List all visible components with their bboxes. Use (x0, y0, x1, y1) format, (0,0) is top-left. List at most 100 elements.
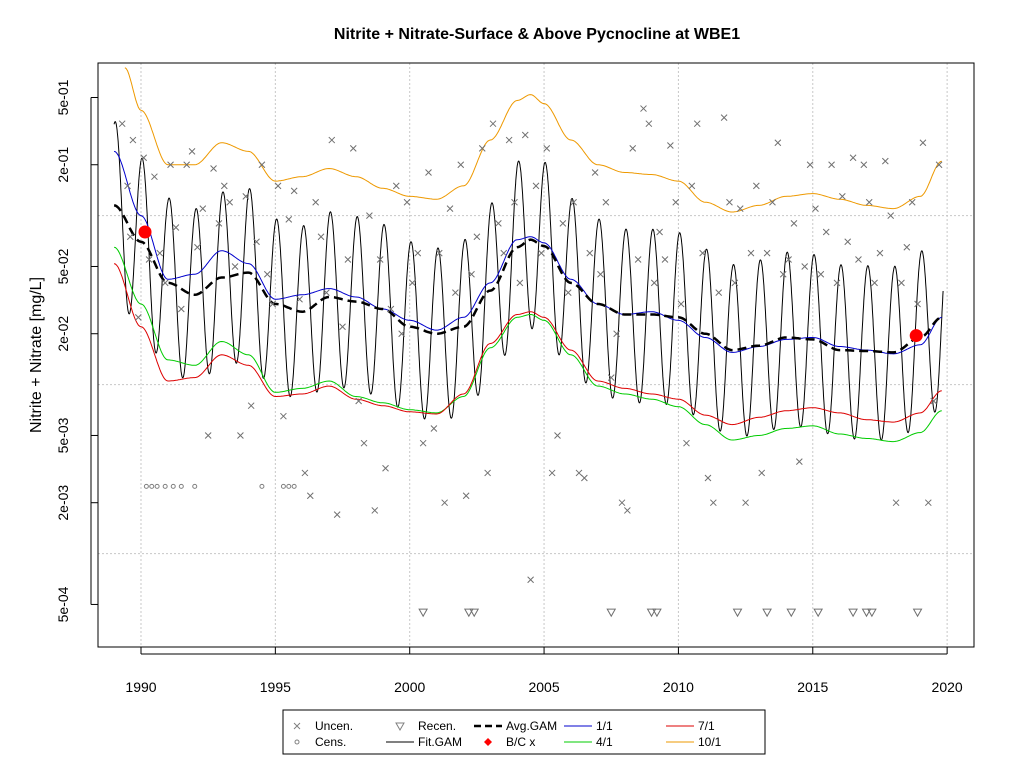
recensored-point (652, 608, 662, 618)
x-tick-label: 2010 (663, 679, 694, 695)
uncensored-point (226, 198, 234, 206)
censored-point (291, 483, 297, 489)
uncensored-point (919, 139, 927, 147)
legend-label: Cens. (315, 735, 346, 749)
uncensored-point (924, 499, 932, 507)
uncensored-point (822, 228, 830, 236)
uncensored-point (602, 198, 610, 206)
uncensored-point (828, 161, 835, 169)
uncensored-point (312, 198, 320, 206)
recensored-point (867, 608, 877, 618)
uncensored-point (204, 432, 212, 439)
legend-item-s71: 7/1 (666, 719, 715, 733)
uncensored-point (677, 300, 685, 308)
censored-point (178, 483, 184, 489)
legend-label: Uncen. (315, 719, 353, 733)
uncensored-point (758, 469, 766, 477)
uncensored-point (575, 469, 583, 477)
legend-item-fitgam: Fit.GAM (386, 735, 462, 749)
uncensored-point (769, 198, 776, 206)
uncensored-point (548, 469, 556, 477)
uncensored-point (231, 263, 239, 270)
x-tick-label: 2020 (932, 679, 963, 695)
recensored-point (646, 608, 657, 618)
y-tick-label: 5e-04 (55, 586, 71, 622)
uncensored-point (145, 256, 153, 263)
uncensored-point (763, 249, 771, 257)
uncensored-point (242, 193, 250, 200)
uncensored-point (855, 256, 862, 263)
uncensored-point (199, 205, 207, 212)
uncensored-point (210, 165, 217, 172)
uncensored-point (220, 182, 228, 190)
censored-point (192, 483, 198, 489)
legend-symbol (395, 722, 405, 732)
recensored-point (732, 608, 743, 618)
legend-symbol (294, 739, 300, 745)
y-tick-label: 5e-02 (55, 248, 71, 284)
chart-title: Nitrite + Nitrate-Surface & Above Pycnoc… (334, 26, 740, 43)
uncensored-point (693, 120, 701, 128)
legend-label: Fit.GAM (418, 735, 462, 749)
fit-gam-line (113, 120, 944, 441)
uncensored-point (774, 139, 782, 147)
uncensored-point (387, 305, 395, 313)
uncensored-point (645, 120, 653, 128)
uncensored-point (892, 499, 900, 507)
uncensored-point (495, 219, 502, 227)
uncensored-point (790, 219, 798, 227)
recensored-point (786, 608, 797, 618)
uncensored-point (720, 114, 728, 121)
uncensored-point (349, 145, 357, 152)
uncensored-point (667, 142, 674, 149)
y-tick-label: 2e-01 (55, 147, 71, 183)
uncensored-point (425, 169, 432, 176)
uncensored-point (930, 397, 938, 405)
uncensored-point (344, 256, 352, 263)
uncensored-point (898, 279, 905, 287)
uncensored-point (597, 270, 604, 278)
uncensored-point (457, 161, 465, 169)
uncensored-point (473, 233, 481, 241)
uncensored-point (726, 198, 733, 206)
uncensored-point (296, 295, 303, 303)
uncensored-point (263, 270, 271, 278)
uncensored-point (419, 439, 427, 447)
x-tick-label: 2005 (528, 679, 559, 695)
series-line-s101 (124, 67, 942, 213)
uncensored-point (247, 402, 255, 410)
censored-point (162, 483, 168, 489)
x-tick-label: 2000 (394, 679, 425, 695)
uncensored-point (280, 412, 287, 420)
legend-symbol (293, 722, 301, 730)
series-line-s41 (113, 246, 942, 443)
legend-item-avggam: Avg.GAM (474, 719, 557, 733)
uncensored-point (806, 161, 814, 169)
uncensored-point (360, 439, 368, 447)
censored-point (280, 483, 286, 489)
recensored-point (912, 608, 923, 618)
uncensored-point (881, 157, 889, 165)
y-tick-label: 5e-03 (55, 417, 71, 453)
censored-point (286, 483, 292, 489)
legend-label: 7/1 (698, 719, 715, 733)
uncensored-point (177, 305, 185, 313)
legend-item-cens: Cens. (294, 735, 346, 749)
uncensored-point (747, 249, 755, 257)
legend-item-recen: Recen. (395, 719, 456, 733)
censored-point (154, 483, 160, 489)
uncensored-point (688, 182, 696, 190)
recensored-point (813, 608, 824, 618)
uncensored-point (908, 198, 916, 206)
uncensored-point (392, 182, 400, 190)
uncensored-point (441, 499, 448, 507)
uncensored-point (731, 279, 739, 287)
uncensored-point (629, 145, 637, 152)
legend-label: B/C x (506, 735, 535, 749)
uncensored-point (613, 330, 620, 338)
uncensored-point (742, 499, 749, 507)
uncensored-point (618, 499, 626, 507)
uncensored-point (849, 154, 857, 162)
legend-item-uncen: Uncen. (293, 719, 353, 733)
uncensored-point (317, 233, 325, 241)
